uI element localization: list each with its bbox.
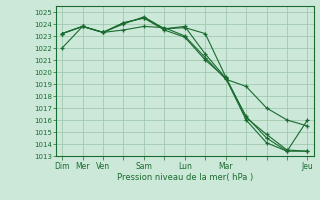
X-axis label: Pression niveau de la mer( hPa ): Pression niveau de la mer( hPa ): [117, 173, 253, 182]
